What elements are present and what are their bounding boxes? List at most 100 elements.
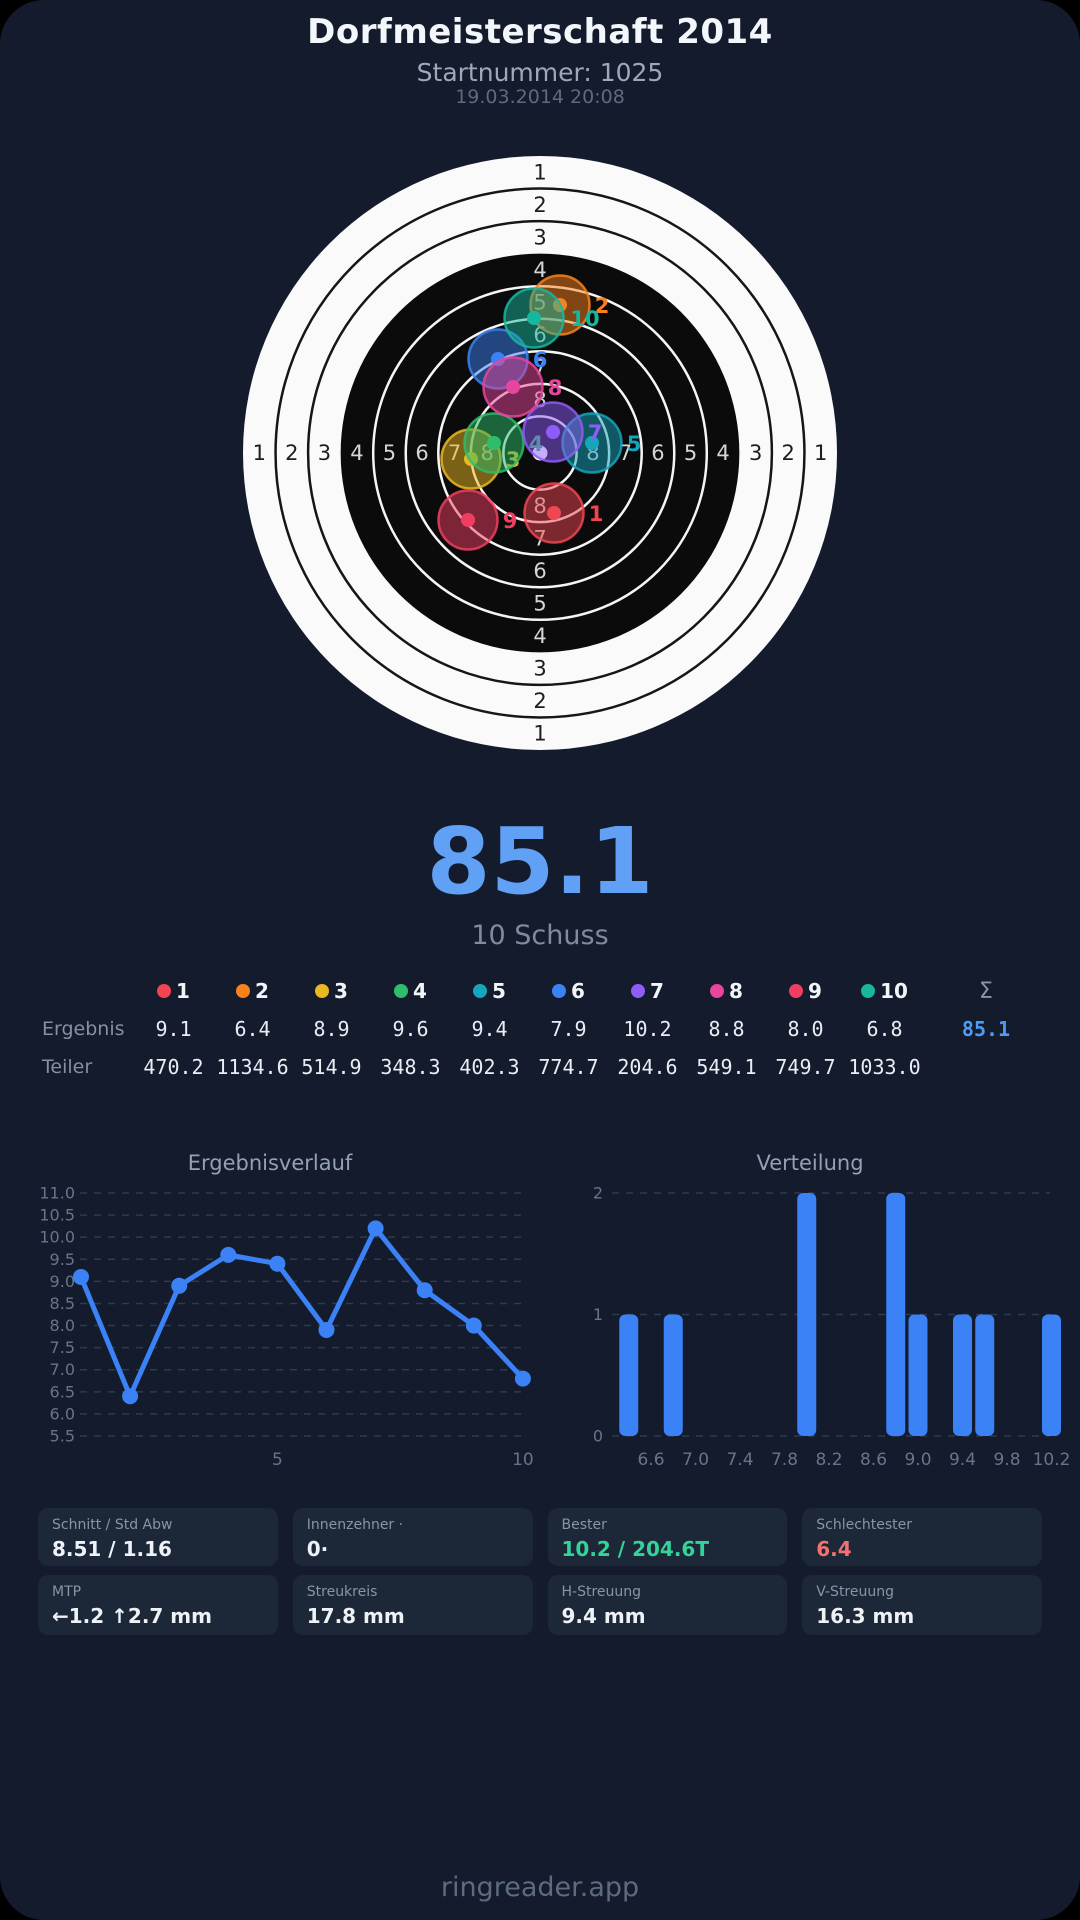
stat-value: 8.51 / 1.16 bbox=[52, 1537, 172, 1561]
shot-marker-8: 8 bbox=[482, 356, 563, 418]
svg-text:4: 4 bbox=[533, 258, 546, 282]
histogram-bar bbox=[663, 1314, 683, 1436]
legend-shot-number: 1 bbox=[176, 979, 190, 1003]
results-table: 1 2 3 4 5 6 7 8 9 10 Σ Ergebnis 9.1 6.4 8.9 9.6 9.4 7.9 10… bbox=[34, 972, 1048, 1086]
svg-text:3: 3 bbox=[318, 441, 331, 465]
ergebnis-value: 8.0 bbox=[787, 1017, 824, 1041]
legend-item-10: 10 bbox=[845, 979, 924, 1003]
svg-text:2: 2 bbox=[781, 441, 794, 465]
shot-marker-10: 10 bbox=[503, 287, 600, 349]
svg-text:Verteilung: Verteilung bbox=[756, 1151, 863, 1175]
shot-color-dot-icon bbox=[394, 984, 409, 998]
svg-text:7: 7 bbox=[588, 421, 603, 445]
svg-text:3: 3 bbox=[749, 441, 762, 465]
shot-color-dot-icon bbox=[861, 984, 876, 998]
svg-text:7.0: 7.0 bbox=[682, 1450, 709, 1470]
legend-item-3: 3 bbox=[292, 979, 371, 1003]
legend-shot-number: 7 bbox=[650, 979, 664, 1003]
stat-card-mtp: MTP ←1.2 ↑2.7 mm bbox=[38, 1575, 278, 1635]
stat-label: Schnitt / Std Abw bbox=[52, 1517, 173, 1533]
shot-marker-9: 9 bbox=[437, 489, 517, 551]
histogram-bar bbox=[619, 1314, 639, 1436]
svg-text:4: 4 bbox=[533, 624, 546, 648]
charts-area: Ergebnisverlauf 5.5 6.0 6.5 7.0 7.5 8.0 8.5 9.0 9… bbox=[39, 1151, 1071, 1470]
svg-text:8: 8 bbox=[548, 376, 563, 400]
legend-shot-number: 5 bbox=[492, 979, 506, 1003]
stat-value: 6.4 bbox=[816, 1537, 852, 1561]
svg-text:10.2: 10.2 bbox=[1033, 1450, 1071, 1470]
stat-card-h-streuung: H-Streuung 9.4 mm bbox=[547, 1575, 788, 1635]
svg-text:10.5: 10.5 bbox=[39, 1206, 75, 1225]
histogram-bar bbox=[886, 1193, 906, 1436]
svg-text:6: 6 bbox=[415, 441, 428, 465]
ergebnis-value: 9.4 bbox=[471, 1017, 508, 1041]
legend-item-6: 6 bbox=[529, 979, 608, 1003]
stat-card-bester: Bester 10.2 / 204.6T bbox=[547, 1508, 788, 1566]
teiler-value: 549.1 bbox=[696, 1055, 757, 1079]
legend-item-7: 7 bbox=[608, 979, 687, 1003]
teiler-value: 470.2 bbox=[143, 1055, 204, 1079]
stat-label: V-Streuung bbox=[816, 1584, 895, 1600]
svg-text:6.6: 6.6 bbox=[637, 1450, 664, 1470]
stat-value: 16.3 mm bbox=[816, 1604, 915, 1628]
legend-item-2: 2 bbox=[213, 979, 292, 1003]
legend-shot-number: 2 bbox=[255, 979, 269, 1003]
svg-text:5.5: 5.5 bbox=[50, 1427, 75, 1446]
stat-card-v-streuung: V-Streuung 16.3 mm bbox=[802, 1575, 1042, 1635]
ergebnis-value: 10.2 bbox=[623, 1017, 672, 1041]
histogram-bar bbox=[797, 1193, 817, 1436]
svg-text:8.5: 8.5 bbox=[50, 1294, 75, 1313]
stat-label: Innenzehner · bbox=[306, 1517, 404, 1533]
svg-text:6.5: 6.5 bbox=[50, 1382, 75, 1401]
svg-text:2: 2 bbox=[533, 193, 546, 217]
ergebnis-value: 7.9 bbox=[550, 1017, 587, 1041]
teiler-value: 749.7 bbox=[775, 1055, 836, 1079]
shot-color-dot-icon bbox=[631, 984, 646, 998]
legend-item-4: 4 bbox=[371, 979, 450, 1003]
svg-text:1: 1 bbox=[253, 441, 266, 465]
svg-text:7.8: 7.8 bbox=[771, 1450, 798, 1470]
histogram-bar bbox=[1042, 1314, 1061, 1436]
footer-brand-link[interactable]: ringreader.app bbox=[440, 1872, 640, 1903]
svg-text:2: 2 bbox=[593, 1184, 603, 1203]
line-chart-ergebnisverlauf: Ergebnisverlauf 5.5 6.0 6.5 7.0 7.5 8.0 8.5 9.0 9… bbox=[39, 1151, 533, 1470]
svg-text:Ergebnisverlauf: Ergebnisverlauf bbox=[188, 1151, 353, 1175]
teiler-value: 1033.0 bbox=[848, 1055, 921, 1079]
total-score: 85.1 bbox=[426, 808, 654, 915]
teiler-value: 204.6 bbox=[617, 1055, 678, 1079]
target-chart: 1111222233334444555566667777888812345678… bbox=[243, 156, 837, 750]
stat-value: 0· bbox=[306, 1537, 329, 1561]
svg-text:9.0: 9.0 bbox=[904, 1450, 931, 1470]
legend-shot-number: 3 bbox=[334, 979, 348, 1003]
legend-row: 1 2 3 4 5 6 7 8 9 10 Σ bbox=[34, 972, 1048, 1010]
svg-text:1: 1 bbox=[589, 502, 604, 526]
stat-card-innenzehner: Innenzehner · 0· bbox=[292, 1508, 533, 1566]
ergebnis-value: 9.6 bbox=[392, 1017, 429, 1041]
svg-text:10.0: 10.0 bbox=[39, 1228, 75, 1247]
ergebnis-row-label: Ergebnis bbox=[42, 1018, 125, 1040]
svg-text:5: 5 bbox=[383, 441, 396, 465]
stats-grid: Schnitt / Std Abw 8.51 / 1.16 Innenzehner … bbox=[38, 1508, 1042, 1635]
histogram-bar bbox=[908, 1314, 928, 1436]
svg-text:5: 5 bbox=[627, 432, 642, 456]
histogram-bar bbox=[975, 1314, 995, 1436]
svg-text:6: 6 bbox=[533, 559, 546, 583]
svg-text:2: 2 bbox=[285, 441, 298, 465]
teiler-value: 514.9 bbox=[301, 1055, 362, 1079]
teiler-row-label: Teiler bbox=[42, 1056, 93, 1078]
ergebnis-value: 6.4 bbox=[234, 1017, 271, 1041]
legend-item-1: 1 bbox=[134, 979, 213, 1003]
svg-text:2: 2 bbox=[533, 689, 546, 713]
svg-text:9.5: 9.5 bbox=[50, 1250, 75, 1269]
ergebnis-value: 9.1 bbox=[155, 1017, 192, 1041]
svg-text:1: 1 bbox=[593, 1305, 603, 1324]
teiler-value: 1134.6 bbox=[216, 1055, 289, 1079]
ergebnis-value: 6.8 bbox=[866, 1017, 903, 1041]
stat-card-streukreis: Streukreis 17.8 mm bbox=[292, 1575, 533, 1635]
stat-value: 17.8 mm bbox=[306, 1604, 405, 1628]
shot-color-dot-icon bbox=[315, 984, 330, 998]
shot-color-dot-icon bbox=[789, 984, 804, 998]
svg-text:6: 6 bbox=[651, 441, 664, 465]
svg-text:5: 5 bbox=[533, 592, 546, 616]
